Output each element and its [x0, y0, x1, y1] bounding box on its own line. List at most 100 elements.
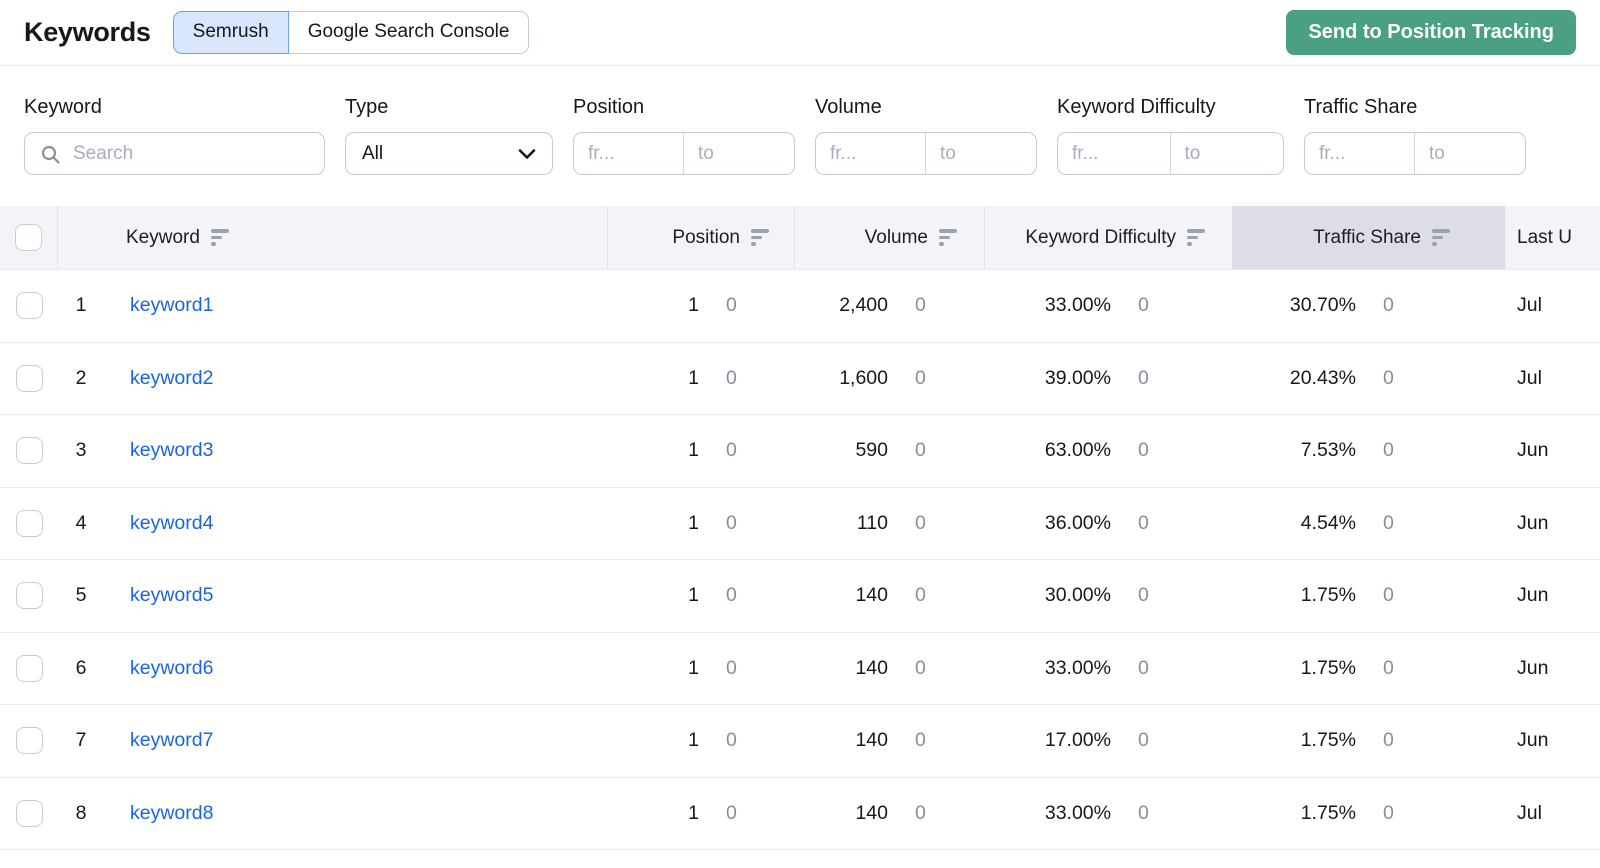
volume-diff: 0 — [915, 439, 926, 462]
traffic-share-to-input[interactable] — [1415, 133, 1525, 174]
source-toggle: Semrush Google Search Console — [172, 11, 530, 54]
traffic-share-value: 4.54% — [1300, 511, 1356, 534]
traffic-share-diff: 0 — [1383, 511, 1394, 534]
filter-type-label: Type — [345, 96, 389, 118]
column-header-traffic-share[interactable]: Traffic Share — [1232, 206, 1505, 269]
position-diff: 0 — [726, 656, 737, 679]
row-checkbox[interactable] — [15, 654, 43, 682]
column-header-position[interactable]: Position — [608, 206, 795, 269]
position-value: 1 — [688, 439, 699, 462]
column-header-keyword[interactable]: Keyword — [58, 206, 608, 269]
volume-value: 1,600 — [839, 366, 888, 389]
last-update-value: Jul — [1517, 366, 1542, 389]
volume-diff: 0 — [915, 366, 926, 389]
traffic-share-diff: 0 — [1383, 439, 1394, 462]
row-index: 3 — [75, 439, 87, 462]
traffic-share-from-input[interactable] — [1305, 133, 1415, 174]
volume-from-input[interactable] — [816, 133, 926, 174]
traffic-share-value: 1.75% — [1300, 729, 1356, 752]
row-index: 2 — [75, 366, 87, 389]
keyword-link[interactable]: keyword3 — [130, 439, 214, 462]
row-index: 8 — [75, 801, 87, 824]
keyword-link[interactable]: keyword1 — [130, 294, 214, 317]
column-header-last-update[interactable]: Last U — [1517, 226, 1572, 248]
volume-value: 140 — [855, 656, 888, 679]
select-all-checkbox[interactable] — [15, 224, 42, 251]
top-bar: Keywords Semrush Google Search Console S… — [0, 0, 1600, 66]
traffic-share-diff: 0 — [1383, 294, 1394, 317]
keyword-search-input[interactable] — [25, 133, 324, 174]
table-row: 1 keyword1 1 0 2,400 0 33.00% 0 30.70% 0 Jul — [0, 270, 1600, 343]
traffic-share-value: 1.75% — [1300, 656, 1356, 679]
keyword-difficulty-diff: 0 — [1138, 729, 1149, 752]
table-row: 8 keyword8 1 0 140 0 33.00% 0 1.75% 0 Jul — [0, 777, 1600, 850]
row-checkbox[interactable] — [15, 799, 43, 827]
keyword-link[interactable]: keyword5 — [130, 584, 214, 607]
position-diff: 0 — [726, 801, 737, 824]
volume-diff: 0 — [915, 584, 926, 607]
row-checkbox[interactable] — [15, 727, 43, 755]
keyword-difficulty-from-input[interactable] — [1058, 133, 1171, 174]
traffic-share-value: 7.53% — [1300, 439, 1356, 462]
tab-semrush[interactable]: Semrush — [172, 11, 289, 54]
row-index: 5 — [75, 584, 87, 607]
filter-volume: Volume — [815, 96, 1037, 175]
filter-volume-label: Volume — [815, 96, 882, 118]
search-icon — [41, 145, 60, 164]
position-to-input[interactable] — [684, 133, 794, 174]
sort-icon — [939, 229, 957, 246]
traffic-share-diff: 0 — [1383, 366, 1394, 389]
keyword-link[interactable]: keyword2 — [130, 366, 214, 389]
row-index: 6 — [75, 656, 87, 679]
keyword-link[interactable]: keyword4 — [130, 511, 214, 534]
filter-keyword: Keyword — [24, 96, 325, 175]
keyword-difficulty-range — [1057, 132, 1284, 175]
row-checkbox[interactable] — [15, 437, 43, 465]
position-diff: 0 — [726, 439, 737, 462]
keyword-link[interactable]: keyword6 — [130, 656, 214, 679]
traffic-share-value: 20.43% — [1289, 366, 1356, 389]
row-checkbox[interactable] — [15, 364, 43, 392]
position-value: 1 — [688, 294, 699, 317]
keyword-difficulty-value: 30.00% — [1044, 584, 1111, 607]
row-index: 7 — [75, 729, 87, 752]
volume-range — [815, 132, 1037, 175]
row-checkbox[interactable] — [15, 292, 43, 320]
last-update-value: Jun — [1517, 656, 1549, 679]
position-from-input[interactable] — [574, 133, 684, 174]
position-diff: 0 — [726, 511, 737, 534]
sort-icon — [210, 229, 229, 246]
position-range — [573, 132, 795, 175]
traffic-share-diff: 0 — [1383, 801, 1394, 824]
column-header-keyword-difficulty[interactable]: Keyword Difficulty — [985, 206, 1232, 269]
position-value: 1 — [688, 656, 699, 679]
last-update-value: Jun — [1517, 511, 1549, 534]
keyword-difficulty-diff: 0 — [1138, 511, 1149, 534]
table-row: 3 keyword3 1 0 590 0 63.00% 0 7.53% 0 Jun — [0, 415, 1600, 488]
last-update-value: Jun — [1517, 584, 1549, 607]
volume-to-input[interactable] — [926, 133, 1036, 174]
column-header-volume[interactable]: Volume — [795, 206, 985, 269]
filter-type: Type All — [345, 96, 553, 175]
table-body: 1 keyword1 1 0 2,400 0 33.00% 0 30.70% 0 Jul… — [0, 270, 1600, 850]
traffic-share-value: 30.70% — [1289, 294, 1356, 317]
row-index: 1 — [75, 294, 87, 317]
row-checkbox[interactable] — [15, 582, 43, 610]
keyword-difficulty-value: 17.00% — [1044, 729, 1111, 752]
traffic-share-diff: 0 — [1383, 584, 1394, 607]
header-checkbox-cell — [0, 206, 58, 269]
keyword-difficulty-to-input[interactable] — [1170, 133, 1283, 174]
table-row: 7 keyword7 1 0 140 0 17.00% 0 1.75% 0 Jun — [0, 705, 1600, 778]
keyword-difficulty-value: 39.00% — [1044, 366, 1111, 389]
type-select[interactable]: All — [345, 132, 553, 175]
volume-value: 110 — [856, 511, 888, 534]
keyword-difficulty-diff: 0 — [1138, 294, 1149, 317]
keyword-link[interactable]: keyword8 — [130, 801, 214, 824]
traffic-share-range — [1304, 132, 1526, 175]
row-checkbox[interactable] — [15, 509, 43, 537]
position-diff: 0 — [726, 729, 737, 752]
send-to-position-tracking-button[interactable]: Send to Position Tracking — [1286, 10, 1576, 55]
keyword-difficulty-value: 63.00% — [1044, 439, 1111, 462]
tab-google-search-console[interactable]: Google Search Console — [288, 11, 530, 54]
keyword-link[interactable]: keyword7 — [130, 729, 214, 752]
